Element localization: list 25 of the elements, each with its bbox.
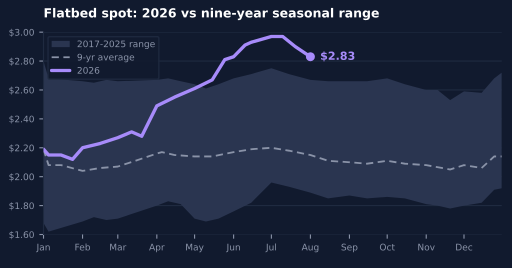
x-tick-label: Nov xyxy=(418,244,435,251)
x-tick-label: Feb xyxy=(75,244,90,251)
annotation: $2.83 xyxy=(320,51,354,62)
x-tick-label: Apr xyxy=(149,244,165,252)
y-tick-label: $1.80 xyxy=(9,202,34,210)
x-tick-label: Dec xyxy=(456,244,472,251)
y-tick-label: $2.20 xyxy=(9,144,34,153)
legend-label: 9-yr average xyxy=(77,54,134,62)
y-tick-label: $2.00 xyxy=(9,173,34,182)
x-tick-label: Aug xyxy=(302,244,318,252)
y-tick-label: $1.60 xyxy=(9,231,34,240)
legend-label: 2017-2025 range xyxy=(78,40,155,50)
x-tick-label: Sep xyxy=(342,244,358,252)
x-tick-label: Oct xyxy=(380,244,395,251)
chart-title: Flatbed spot: 2026 vs nine-year seasonal range xyxy=(44,8,379,20)
legend-label: 2026 xyxy=(78,66,100,74)
y-tick-label: $2.60 xyxy=(9,86,34,95)
y-tick-label: $3.00 xyxy=(9,28,34,37)
x-tick-label: Jun xyxy=(226,244,240,252)
x-tick-label: Jul xyxy=(265,244,276,252)
y-tick-label: $2.80 xyxy=(9,58,34,66)
x-tick-label: Mar xyxy=(110,244,126,251)
y-tick-label: $2.40 xyxy=(9,115,34,124)
x-tick-label: Jan xyxy=(36,244,50,252)
x-tick-label: May xyxy=(186,244,204,252)
